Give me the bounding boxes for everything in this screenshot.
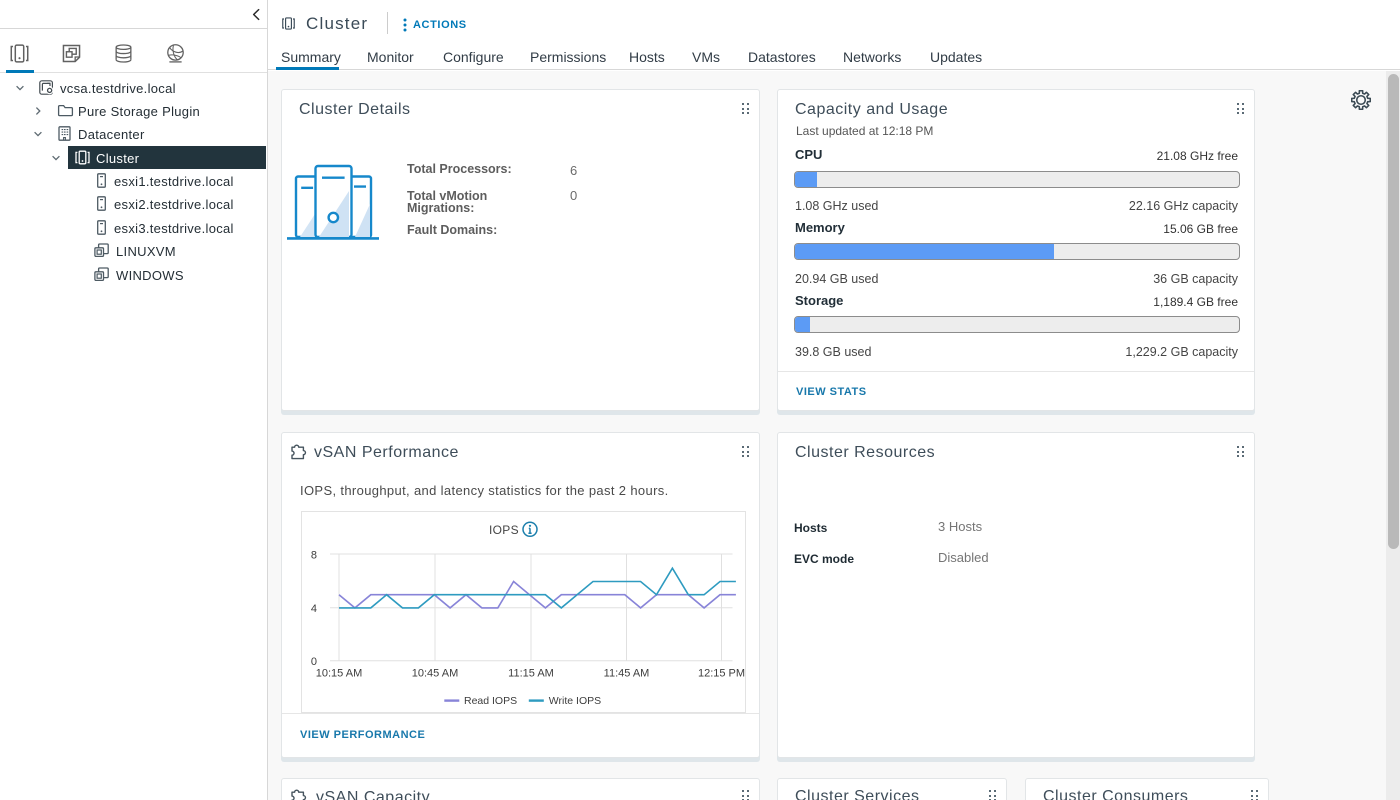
svg-text:0: 0	[311, 656, 317, 668]
svg-text:4: 4	[311, 603, 317, 615]
svg-text:Write IOPS: Write IOPS	[549, 695, 601, 707]
svg-text:Read IOPS: Read IOPS	[464, 695, 517, 707]
svg-text:12:15 PM: 12:15 PM	[698, 668, 745, 680]
svg-text:IOPS: IOPS	[489, 523, 519, 537]
svg-text:10:15 AM: 10:15 AM	[316, 668, 362, 680]
svg-text:11:15 AM: 11:15 AM	[508, 668, 554, 680]
svg-text:11:45 AM: 11:45 AM	[604, 668, 650, 680]
svg-text:8: 8	[311, 550, 317, 562]
svg-text:10:45 AM: 10:45 AM	[412, 668, 458, 680]
